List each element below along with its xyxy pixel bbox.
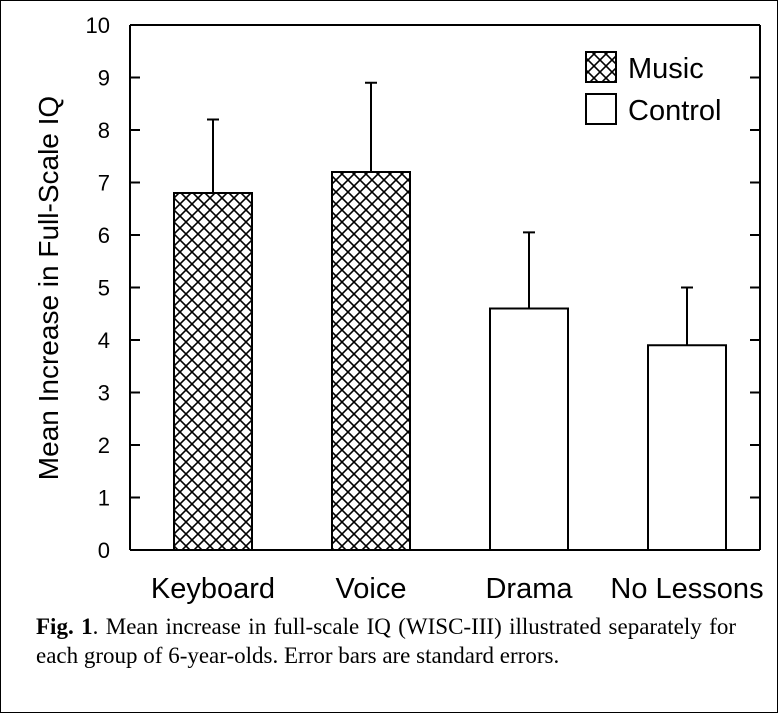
x-category-label: Voice xyxy=(336,573,407,605)
legend-label: Control xyxy=(628,95,722,127)
x-category-label: No Lessons xyxy=(610,573,763,605)
caption-text: . Mean increase in full-scale IQ (WISC-I… xyxy=(36,614,736,668)
bar xyxy=(489,307,569,551)
y-tick-label: 3 xyxy=(98,381,110,406)
y-tick-label: 5 xyxy=(98,276,110,301)
legend: Music Control xyxy=(585,51,722,127)
y-axis-label: Mean Increase in Full-Scale IQ xyxy=(33,96,64,480)
y-tick-label: 6 xyxy=(98,223,110,248)
axes: 0 1 2 3 4 5 6 7 8 9 10 xyxy=(86,13,761,563)
y-tick-label: 0 xyxy=(98,538,110,563)
y-tick-label: 4 xyxy=(98,328,110,353)
caption-label: Fig. 1 xyxy=(36,614,93,639)
y-tick-label: 8 xyxy=(98,118,110,143)
x-category-label: Keyboard xyxy=(151,573,275,605)
x-category-label: Drama xyxy=(485,573,573,605)
y-tick-label: 9 xyxy=(98,66,110,91)
y-tick-label: 10 xyxy=(86,13,110,38)
bar-chart: 0 1 2 3 4 5 6 7 8 9 10 Keyboard Voice Drama No Lesson… xyxy=(33,13,764,605)
y-tick-label: 2 xyxy=(98,433,110,458)
bar xyxy=(647,344,727,551)
y-tick-label: 7 xyxy=(98,171,110,196)
bars-group: Keyboard Voice Drama No Lessons xyxy=(151,81,764,605)
bar xyxy=(331,171,411,551)
legend-swatch xyxy=(585,51,617,83)
figure-caption: Fig. 1. Mean increase in full-scale IQ (… xyxy=(36,612,736,670)
bar xyxy=(173,192,253,551)
y-tick-label: 1 xyxy=(98,486,110,511)
legend-label: Music xyxy=(628,53,704,85)
legend-swatch xyxy=(585,93,617,125)
